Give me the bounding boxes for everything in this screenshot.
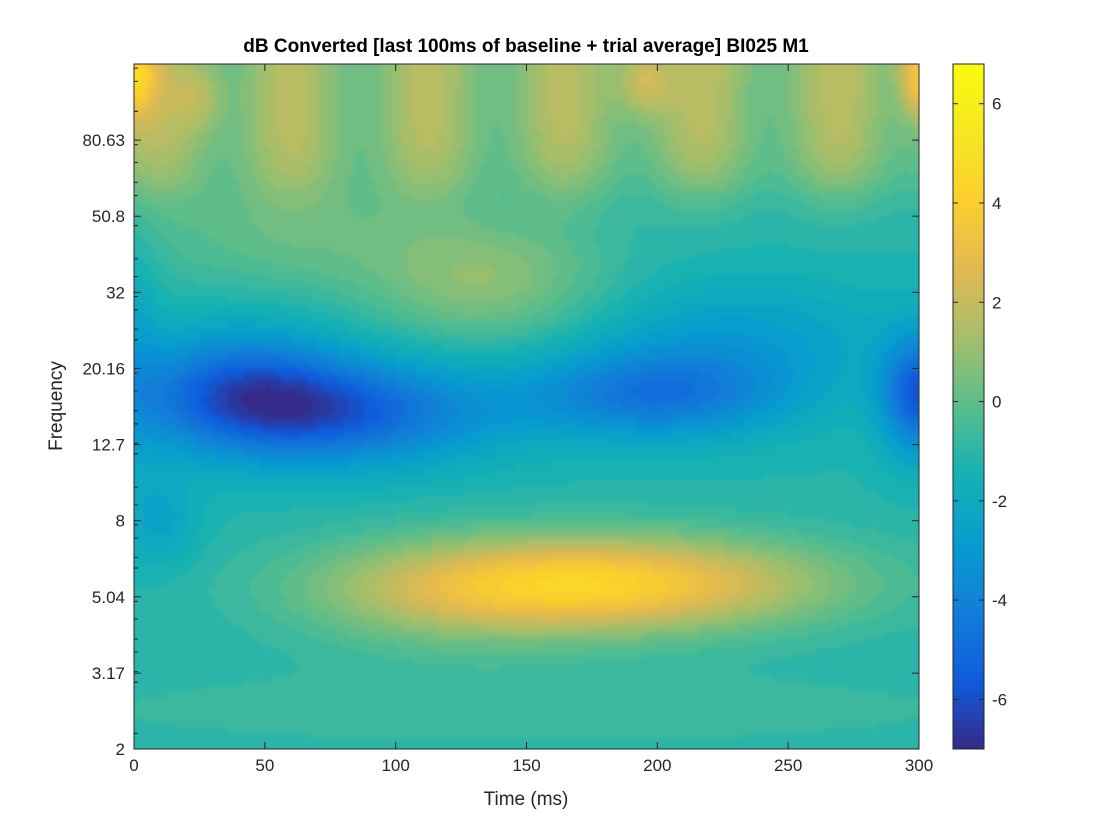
x-tick-label: 100 xyxy=(381,756,409,775)
x-tick-label: 250 xyxy=(774,756,802,775)
plot-area xyxy=(133,63,920,750)
x-tick-label: 50 xyxy=(255,756,274,775)
y-tick-label: 20.16 xyxy=(82,359,125,378)
colorbar: -6 -4 -2 0 2 4 6 xyxy=(952,63,1007,750)
colorbar-tick-label: 4 xyxy=(992,194,1001,213)
colorbar-tick-label: -6 xyxy=(992,690,1007,709)
colorbar-tick-label: -4 xyxy=(992,591,1007,610)
y-tick-label: 12.7 xyxy=(92,436,125,455)
x-tick-label: 0 xyxy=(129,756,138,775)
colorbar-tick-label: 2 xyxy=(992,293,1001,312)
y-tick-label: 8 xyxy=(116,512,125,531)
colorbar-tick-label: 6 xyxy=(992,95,1001,114)
colorbar-tick-label: 0 xyxy=(992,393,1001,412)
heatmap-image xyxy=(134,64,919,749)
colorbar-ticks: -6 -4 -2 0 2 4 6 xyxy=(953,95,1007,709)
y-axis-label: Frequency xyxy=(46,361,67,451)
x-tick-label: 150 xyxy=(512,756,540,775)
colorbar-fill xyxy=(952,63,985,750)
y-tick-label: 3.17 xyxy=(92,664,125,683)
x-axis: 0 50 100 150 200 250 300 xyxy=(129,64,933,775)
y-tick-label: 5.04 xyxy=(92,588,125,607)
y-tick-label: 80.63 xyxy=(82,131,125,150)
x-tick-label: 200 xyxy=(643,756,671,775)
x-tick-label: 300 xyxy=(905,756,933,775)
y-tick-label: 32 xyxy=(106,283,125,302)
x-axis-label: Time (ms) xyxy=(484,789,569,810)
chart-title: dB Converted [last 100ms of baseline + t… xyxy=(243,36,809,57)
y-tick-label: 2 xyxy=(116,740,125,759)
y-tick-label: 50.8 xyxy=(92,207,125,226)
colorbar-tick-label: -2 xyxy=(992,492,1007,511)
y-axis: 2 3.17 5.04 8 12.7 20.16 32 50.8 80.63 xyxy=(82,67,919,759)
